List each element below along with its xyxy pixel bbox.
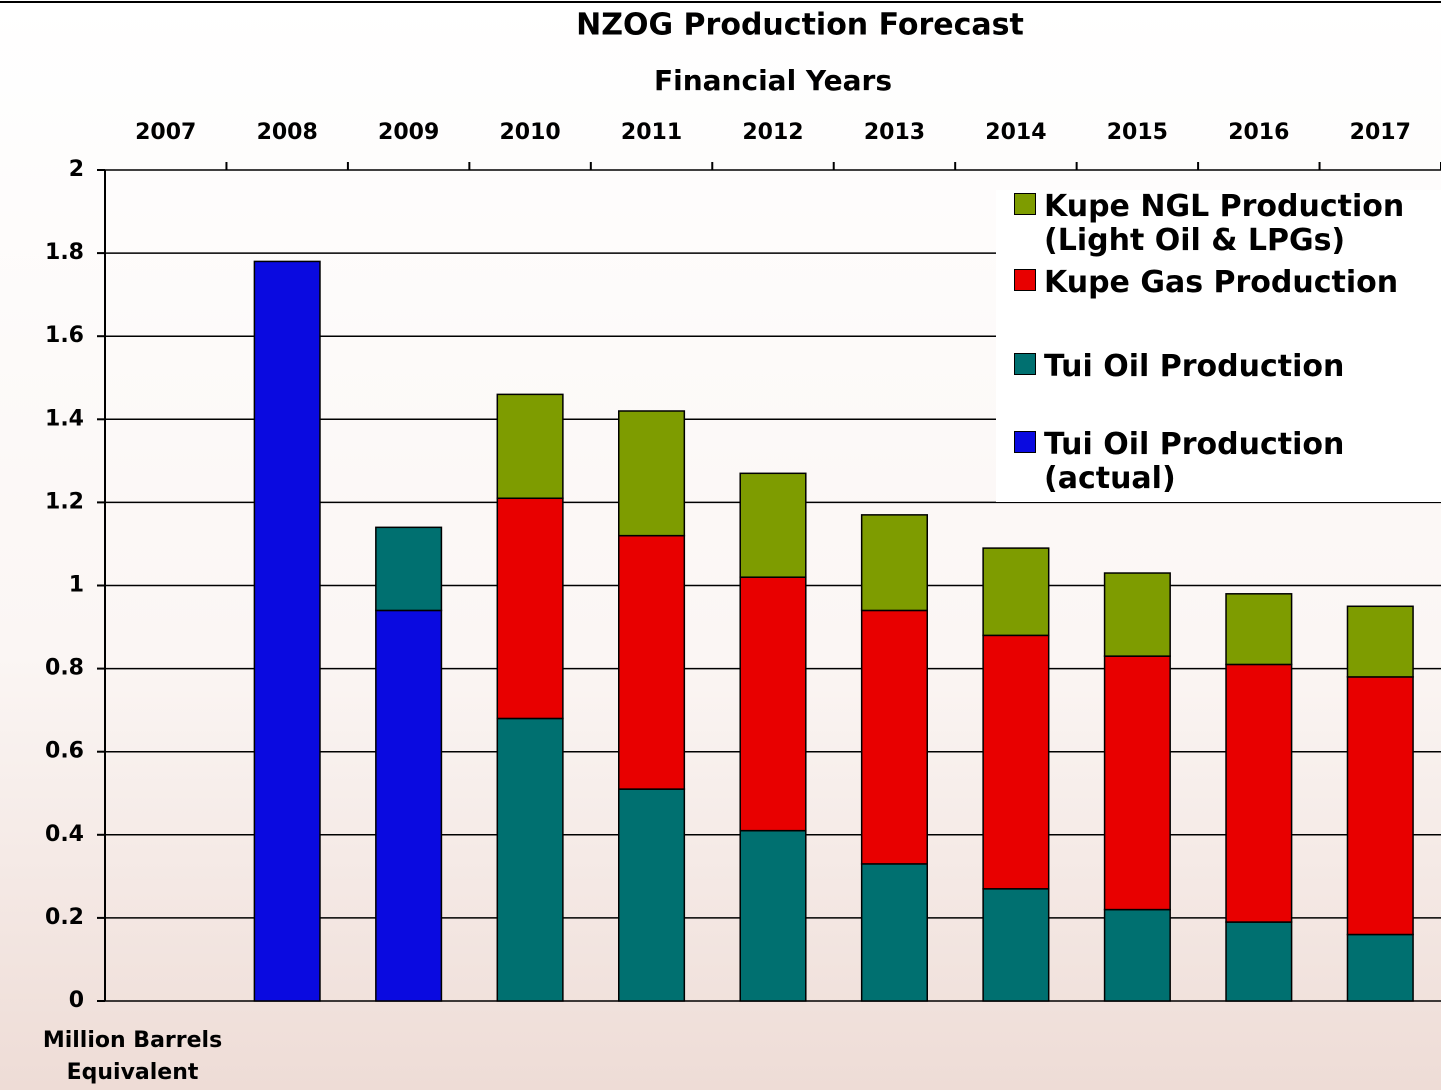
x-tick-label: 2013 [864,120,925,145]
legend-label: Tui Oil Production [1044,350,1344,384]
legend-swatch [1014,353,1036,375]
x-tick-label: 2017 [1350,120,1411,145]
x-tick-label: 2009 [378,120,439,145]
legend-item: Tui Oil Production (actual) [1014,428,1344,496]
x-tick-label: 2016 [1228,120,1289,145]
legend-item: Kupe NGL Production (Light Oil & LPGs) [1014,190,1404,258]
bar-segment [862,515,928,611]
bar-segment [740,831,806,1001]
bar-segment [983,548,1049,635]
legend-label: Kupe Gas Production [1044,266,1398,300]
legend-label: Tui Oil Production (actual) [1044,428,1344,496]
bar-segment [1347,677,1413,935]
legend-label: Kupe NGL Production (Light Oil & LPGs) [1044,190,1404,258]
x-tick-label: 2012 [742,120,803,145]
legend-swatch [1014,193,1036,215]
bar-segment [1105,910,1171,1001]
x-tick-label: 2010 [499,120,560,145]
y-tick-label: 0.6 [45,739,84,764]
legend-swatch [1014,431,1036,453]
bar-segment [1105,573,1171,656]
legend-swatch [1014,269,1036,291]
y-axis-title: Million Barrels Equivalent [0,1025,265,1089]
y-tick-label: 1 [69,573,84,598]
x-tick-label: 2015 [1107,120,1168,145]
bar-segment [497,498,563,718]
bar-segment [1105,656,1171,909]
legend-item: Tui Oil Production [1014,350,1344,384]
page: NZOG Production Forecast Financial Years… [0,0,1441,1090]
x-tick-label: 2011 [621,120,682,145]
bar-segment [1226,594,1292,665]
bar-segment [983,889,1049,1001]
x-axis-title: Financial Years [654,64,892,97]
y-tick-label: 1.8 [45,240,84,265]
bar-segment [619,411,685,536]
y-tick-label: 0 [69,988,84,1013]
legend-item: Kupe Gas Production [1014,266,1398,300]
bar-segment [740,473,806,577]
x-tick-label: 2007 [135,120,196,145]
bar-segment [740,577,806,830]
y-tick-label: 1.4 [45,406,84,431]
x-tick-label: 2014 [985,120,1046,145]
bar-segment [619,536,685,789]
bar-segment [1226,922,1292,1001]
bar-segment [497,394,563,498]
bar-segment [1226,664,1292,922]
bar-segment [376,527,442,610]
bar-segment [862,864,928,1001]
y-tick-label: 0.8 [45,656,84,681]
bar-segment [619,789,685,1001]
bar-segment [497,718,563,1001]
y-tick-label: 1.6 [45,323,84,348]
chart: NZOG Production Forecast Financial Years… [0,0,1441,1090]
y-tick-label: 1.2 [45,489,84,514]
bar-segment [983,635,1049,888]
bar-segment [254,261,320,1001]
bar-segment [376,610,442,1001]
chart-title: NZOG Production Forecast [576,8,1024,43]
bar-segment [1347,935,1413,1001]
x-tick-label: 2008 [257,120,318,145]
y-tick-label: 0.2 [45,905,84,930]
y-tick-label: 0.4 [45,822,84,847]
bar-segment [862,610,928,863]
bar-segment [1347,606,1413,677]
y-tick-label: 2 [69,157,84,182]
legend: Kupe NGL Production (Light Oil & LPGs) Ku… [996,190,1441,502]
